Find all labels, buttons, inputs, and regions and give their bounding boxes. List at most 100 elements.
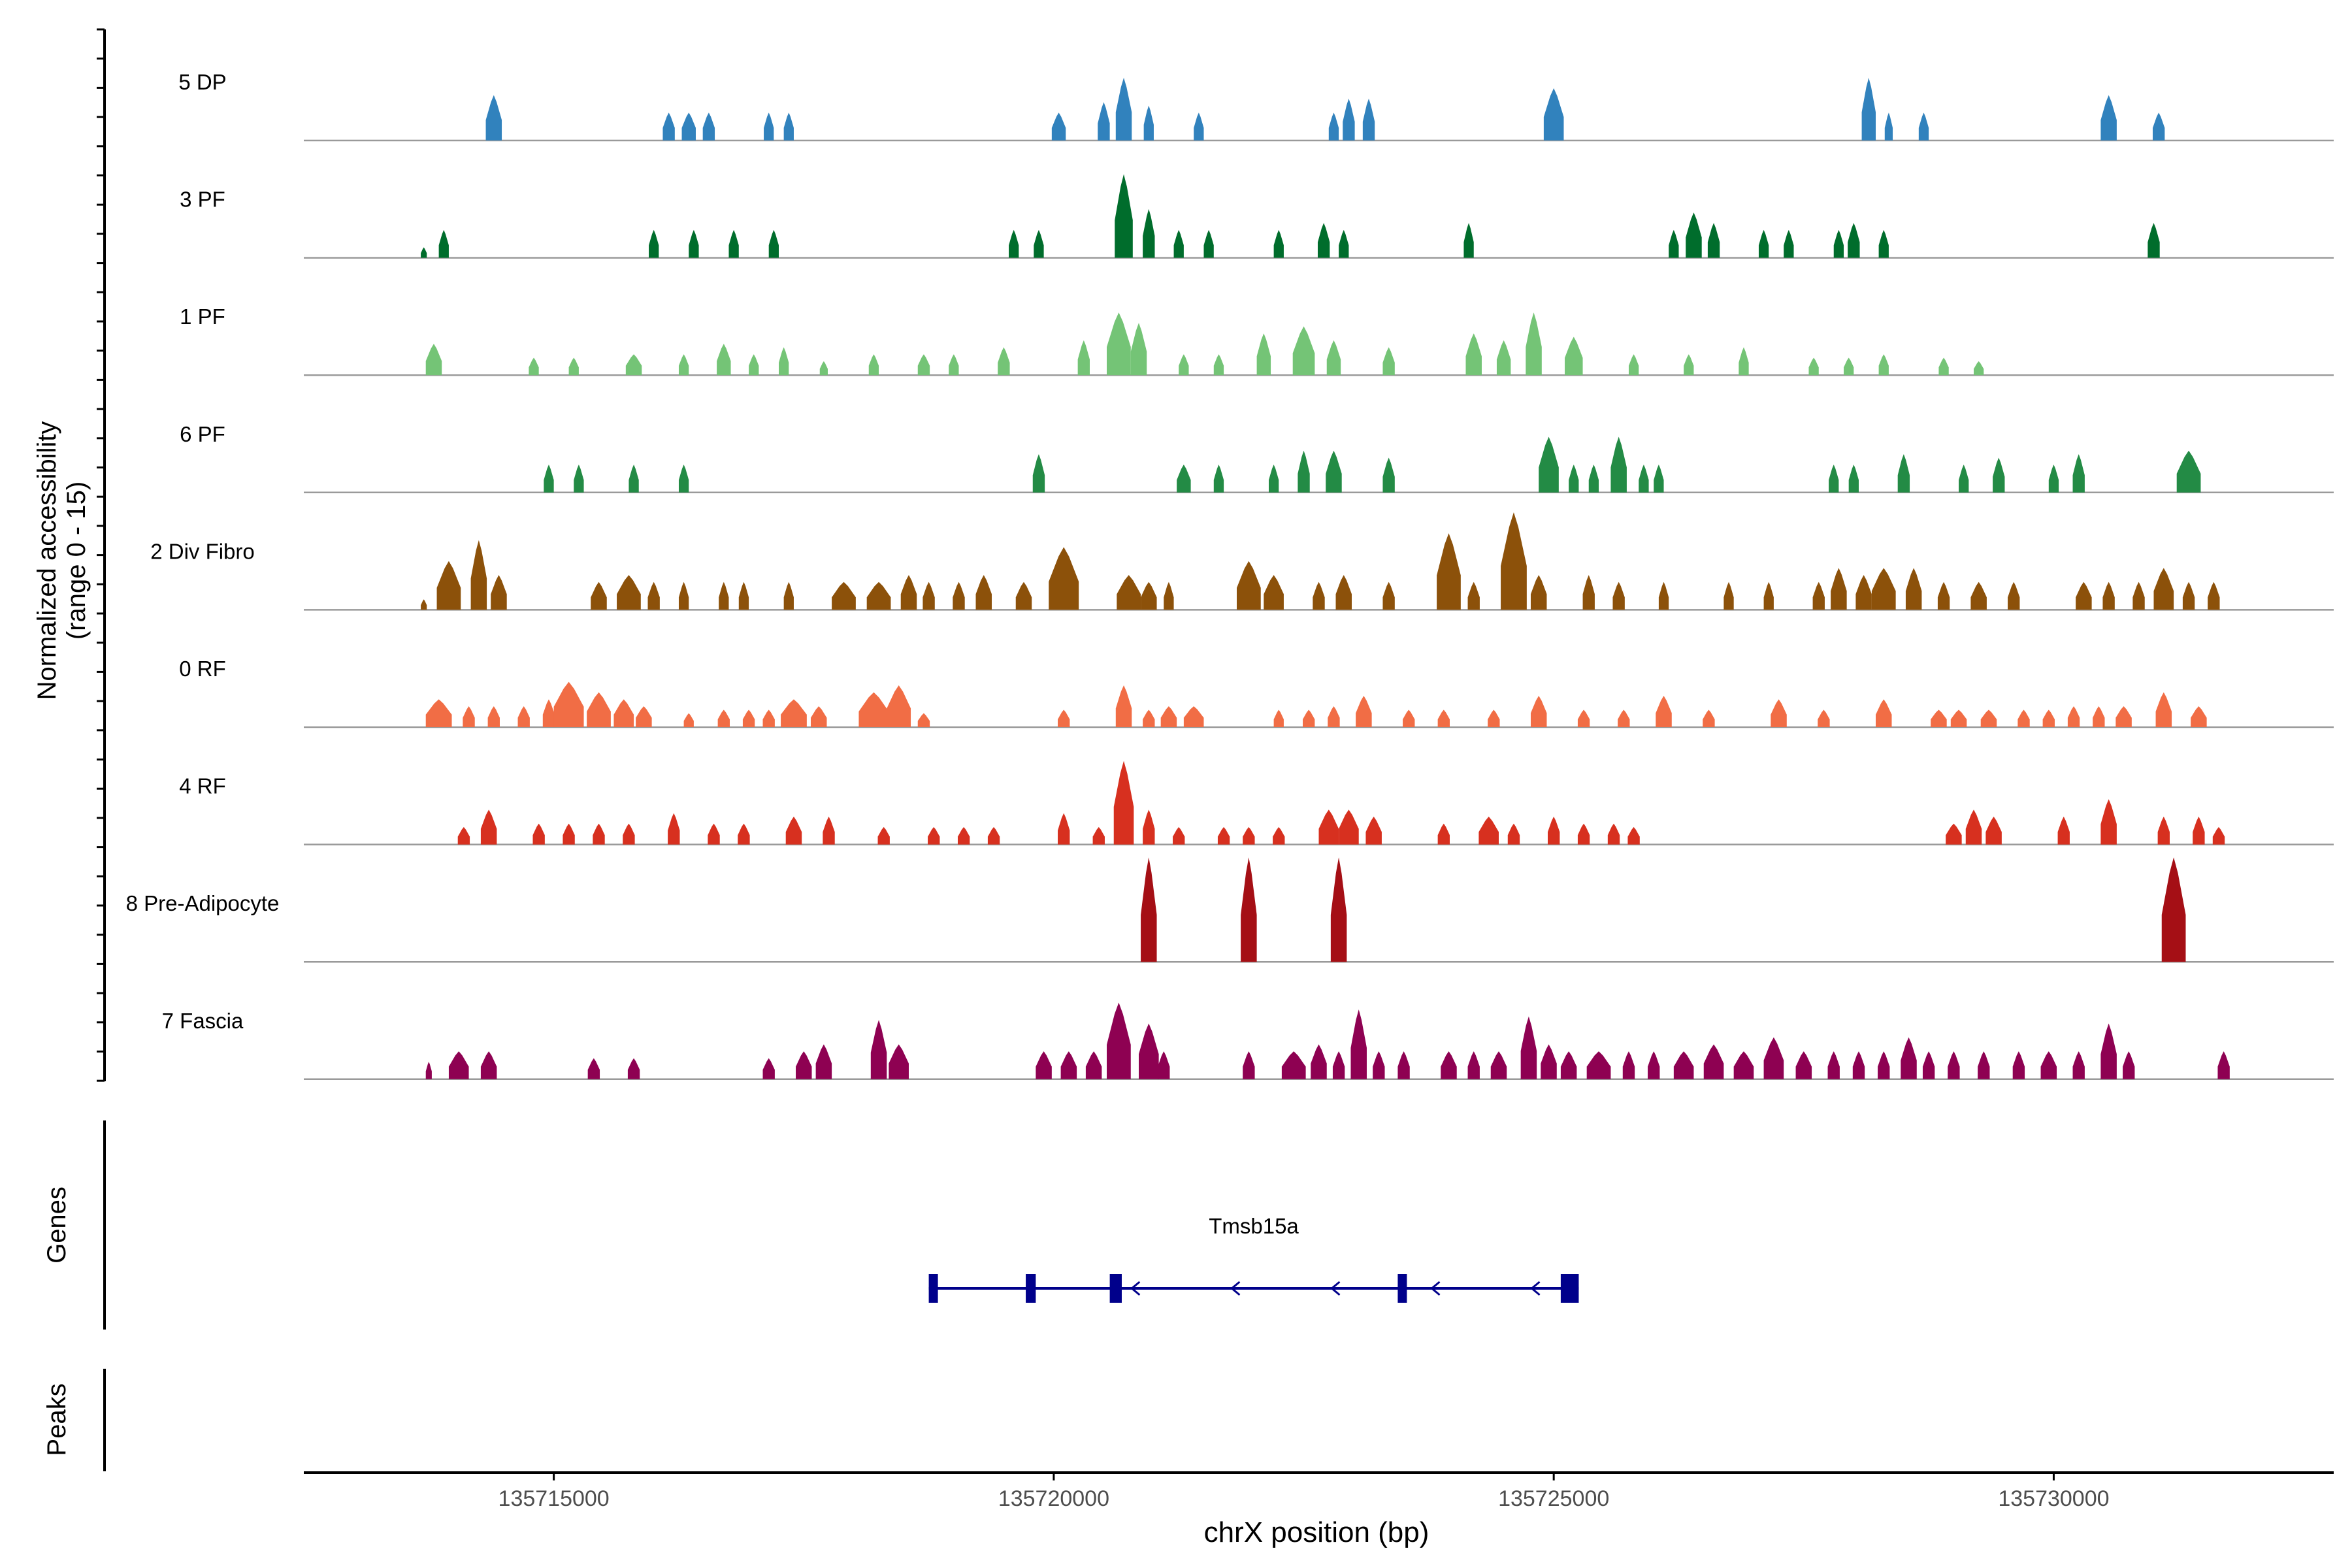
coverage-peak: [1884, 112, 1893, 140]
track-4: 2 Div Fibro: [150, 512, 2334, 611]
coverage-peak: [1622, 1051, 1635, 1079]
coverage-peak: [749, 354, 759, 376]
coverage-peak: [1610, 436, 1627, 493]
track-1: 3 PF: [180, 174, 2334, 259]
track-0: 5 DP: [178, 70, 2334, 142]
gene-exons: [928, 1274, 1579, 1303]
coverage-peak: [1107, 312, 1131, 376]
coverage-peak: [1217, 826, 1230, 845]
coverage-peak: [779, 347, 789, 376]
coverage-peak: [781, 699, 807, 727]
coverage-peak: [1382, 581, 1395, 610]
coverage-peak: [1812, 581, 1825, 610]
coverage-peak: [1937, 581, 1950, 610]
coverage-peak: [783, 581, 794, 610]
coverage-peak: [1938, 357, 1949, 376]
coverage-peak: [1526, 312, 1542, 376]
coverage-peak: [1739, 347, 1749, 376]
coverage-peak: [1488, 710, 1500, 727]
coverage-peak: [2152, 112, 2165, 140]
coverage-peak: [2100, 95, 2117, 140]
coverage-peak: [1878, 229, 1889, 258]
coverage-peak: [1313, 581, 1325, 610]
coverage-peak: [1771, 699, 1787, 727]
coverage-peak: [1139, 1023, 1159, 1079]
coverage-peak: [1639, 465, 1649, 493]
coverage-peak: [2208, 581, 2220, 610]
coverage-peak: [689, 229, 699, 258]
coverage-peak: [591, 581, 607, 610]
coverage-peak: [1326, 450, 1342, 493]
track-5: 0 RF: [179, 657, 2334, 728]
track-6: 4 RF: [179, 760, 2334, 845]
coverage-peak: [1343, 99, 1355, 140]
coverage-peak: [1143, 105, 1154, 140]
coverage-peak: [1143, 710, 1155, 727]
coverage-peak: [1733, 1051, 1754, 1079]
coverage-peak: [1281, 1051, 1306, 1079]
gene-strand-arrows: [1130, 1281, 1541, 1296]
gene-exon: [1560, 1274, 1579, 1303]
strand-arrow: [1230, 1281, 1241, 1296]
coverage-peak: [1373, 1051, 1385, 1079]
coverage-peak: [1203, 229, 1214, 258]
coverage-peak: [542, 699, 555, 727]
coverage-peak: [889, 1044, 909, 1079]
coverage-peak: [923, 581, 935, 610]
strand-arrow: [1330, 1281, 1341, 1296]
coverage-peak: [702, 112, 715, 140]
coverage-peak: [678, 465, 689, 493]
coverage-peak: [678, 354, 689, 376]
coverage-peak: [2042, 710, 2055, 727]
coverage-peak: [1844, 357, 1854, 376]
coverage-peak: [1273, 710, 1284, 727]
track-label: 1 PF: [180, 304, 225, 329]
coverage-peak: [1141, 857, 1157, 962]
coverage-peak: [1855, 575, 1872, 610]
coverage-peak: [1965, 809, 1982, 845]
coverage-peak: [2057, 816, 2070, 845]
coverage-peak: [2212, 826, 2225, 845]
coverage-peak: [681, 112, 696, 140]
coverage-peak: [438, 229, 449, 258]
coverage-peak: [1582, 575, 1595, 610]
coverage-peak: [1703, 1044, 1724, 1079]
coverage-peak: [1669, 229, 1679, 258]
coverage-peak: [1654, 465, 1664, 493]
coverage-peak: [1158, 1051, 1170, 1079]
coverage-peak: [2008, 581, 2020, 610]
coverage-peak: [1049, 547, 1079, 610]
coverage-peak: [1520, 1016, 1537, 1079]
coverage-peak: [783, 112, 794, 140]
coverage-peak: [480, 1051, 497, 1079]
coverage-peak: [2102, 581, 2115, 610]
track-label: 4 RF: [179, 774, 226, 798]
coverage-peak: [1707, 223, 1720, 258]
coverage-peak: [1848, 223, 1860, 258]
coverage-peak: [1298, 450, 1310, 493]
track-label: 7 Fascia: [162, 1009, 244, 1033]
coverage-peak: [1586, 1051, 1611, 1079]
coverage-peak: [1974, 361, 1984, 376]
coverage-peak: [1686, 212, 1702, 258]
coverage-peak: [1164, 581, 1174, 610]
coverage-peak: [949, 354, 959, 376]
coverage-peak: [2193, 816, 2205, 845]
strand-arrow: [1530, 1281, 1541, 1296]
coverage-peak: [1827, 1051, 1840, 1079]
coverage-peak: [1628, 354, 1639, 376]
x-axis-label: chrX position (bp): [1204, 1516, 1429, 1548]
coverage-peak: [1795, 1051, 1812, 1079]
coverage-peak: [629, 465, 639, 493]
coverage-peak: [1060, 1051, 1077, 1079]
coverage-peak: [1213, 354, 1224, 376]
strand-arrow: [1130, 1281, 1141, 1296]
track-label: 5 DP: [178, 70, 226, 94]
coverage-peak: [742, 710, 755, 727]
coverage-peak: [728, 229, 739, 258]
coverage-peak: [1577, 823, 1590, 845]
coverage-peak: [1365, 816, 1382, 845]
coverage-peak: [1292, 326, 1315, 376]
coverage-peak: [1861, 78, 1876, 140]
